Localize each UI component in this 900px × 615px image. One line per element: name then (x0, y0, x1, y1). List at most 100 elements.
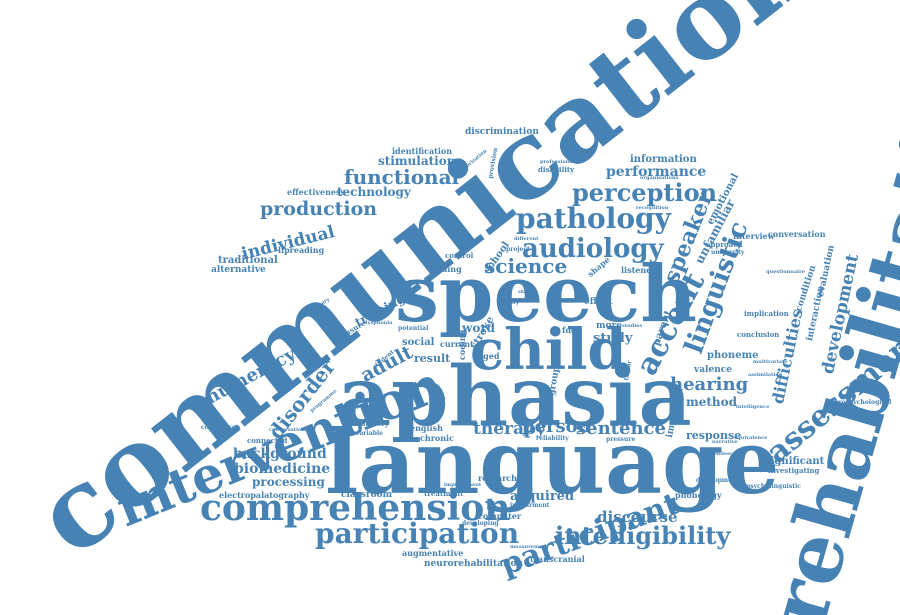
word-sentence: sentence (576, 418, 666, 439)
word-aged: aged (478, 351, 500, 361)
word-child: child (470, 317, 627, 383)
word-ability: ability (498, 299, 520, 306)
word-significant: significant (765, 456, 825, 467)
word-listener: listener (621, 265, 656, 275)
word-effect: effect (584, 297, 613, 307)
word-english: english (410, 423, 443, 433)
word-dysphonia: dysphonia (364, 320, 393, 326)
word-disabled: disabled (341, 440, 351, 478)
word-traditional: traditional (218, 255, 278, 266)
word-social: social (402, 337, 435, 348)
word-university: university (711, 249, 745, 256)
word-identification: identification (392, 146, 453, 156)
word-audiology: audiology (522, 234, 664, 264)
word-effectiveness: effectiveness (287, 187, 346, 197)
word-conversation: conversation (768, 229, 826, 239)
word-neurorehabilitation: neurorehabilitation (424, 559, 524, 569)
word-recognition: recognition (636, 205, 669, 211)
word-response: response (686, 429, 742, 442)
word-acquired: acquired (510, 489, 575, 504)
word-method: method (686, 395, 737, 409)
word-research: research (478, 473, 517, 483)
word-discourse: discourse (597, 508, 678, 526)
word-valence: valence (694, 365, 732, 375)
word-speech: speech (395, 249, 697, 340)
word-control: control (445, 251, 474, 260)
word-alternative: alternative (211, 265, 266, 275)
word-perception: perception (572, 178, 718, 207)
word-adolescent: adolescent (712, 451, 743, 457)
word-intelligibility: intelligibility (555, 521, 731, 550)
word-psycholinguistic: psycholinguistic (746, 483, 801, 490)
word-stimulation: stimulation (378, 154, 456, 168)
word-connected: connected (247, 436, 288, 445)
word-treatment: treatment (424, 489, 464, 498)
word-approach: approach (706, 240, 743, 249)
word-variable: variable (356, 430, 383, 437)
word-conversational: conversational (269, 427, 311, 433)
word-information: information (630, 154, 697, 165)
word-different: different (514, 236, 539, 242)
word-implication: implication (744, 309, 789, 318)
word-reliability: reliability (536, 435, 569, 442)
word-background: background (233, 446, 327, 462)
word-electropalatography: electropalatography (219, 490, 310, 500)
word-augmentative: augmentative (402, 548, 464, 558)
word-equivalence: equivalence (734, 435, 768, 441)
word-therapy: therapy (473, 419, 546, 439)
word-participation: participation (315, 517, 520, 550)
word-classroom: classroom (341, 490, 393, 500)
word-current: current (440, 339, 474, 349)
word-language: language (325, 410, 780, 514)
word-studies: studies (622, 323, 643, 329)
word-aphasia: aphasia (338, 349, 692, 445)
word-hearing: hearing (670, 374, 749, 395)
word-biomedicine: biomedicine (234, 461, 331, 477)
word-evaluation: evaluation (816, 244, 837, 298)
word-disability: disability (538, 165, 575, 174)
word-investigating: investigating (768, 466, 820, 475)
word-intelligence: intelligence (736, 404, 770, 410)
word-questionnaire: questionnaire (766, 269, 805, 275)
word-pathology: pathology (516, 202, 671, 235)
word-person: person (522, 416, 591, 437)
word-discrimination: discrimination (465, 127, 539, 137)
word-chronic: chronic (420, 433, 454, 443)
word-pressure: pressure (606, 436, 636, 443)
word-narrative: narrative (712, 439, 738, 445)
word-study: study (593, 331, 633, 346)
word-development-small: development (696, 477, 740, 484)
word-professional: professional (540, 159, 575, 165)
word-potential: potential (398, 325, 429, 332)
word-difficulties: difficulties (768, 307, 807, 406)
word-more: more (596, 321, 622, 331)
word-interview: interview (733, 231, 775, 241)
word-result: result (414, 352, 451, 365)
word-finding: finding (430, 264, 462, 274)
word-computer: computer (478, 511, 522, 521)
word-production: production (260, 198, 378, 220)
word-assimilation: assimilation (748, 372, 783, 378)
word-multivariate: multivariate (753, 359, 788, 365)
word-comparison: comparison (201, 424, 241, 431)
word-technology: technology (337, 185, 411, 199)
word-measurement: measurement (510, 544, 549, 550)
word-organisations: organisations (640, 175, 679, 181)
word-comprehension: comprehension (200, 487, 511, 529)
word-phonology: phonology (675, 490, 722, 500)
word-improvement: improvement (444, 482, 482, 488)
word-impairment: impairment (510, 502, 550, 509)
word-word: word (462, 321, 496, 335)
word-skill: skill (518, 289, 530, 295)
word-processing: processing (252, 475, 325, 489)
word-science: science (484, 254, 568, 278)
word-developing: developing (462, 520, 499, 527)
word-conclusion: conclusion (737, 330, 780, 339)
word-functional: functional (344, 165, 460, 189)
word-project: project (506, 246, 530, 253)
word-auditory: auditory (356, 419, 389, 428)
word-fdcs: fdcs (562, 325, 581, 335)
word-neuropsychological: neuropsychological (826, 399, 892, 406)
word-performance: performance (606, 164, 707, 180)
